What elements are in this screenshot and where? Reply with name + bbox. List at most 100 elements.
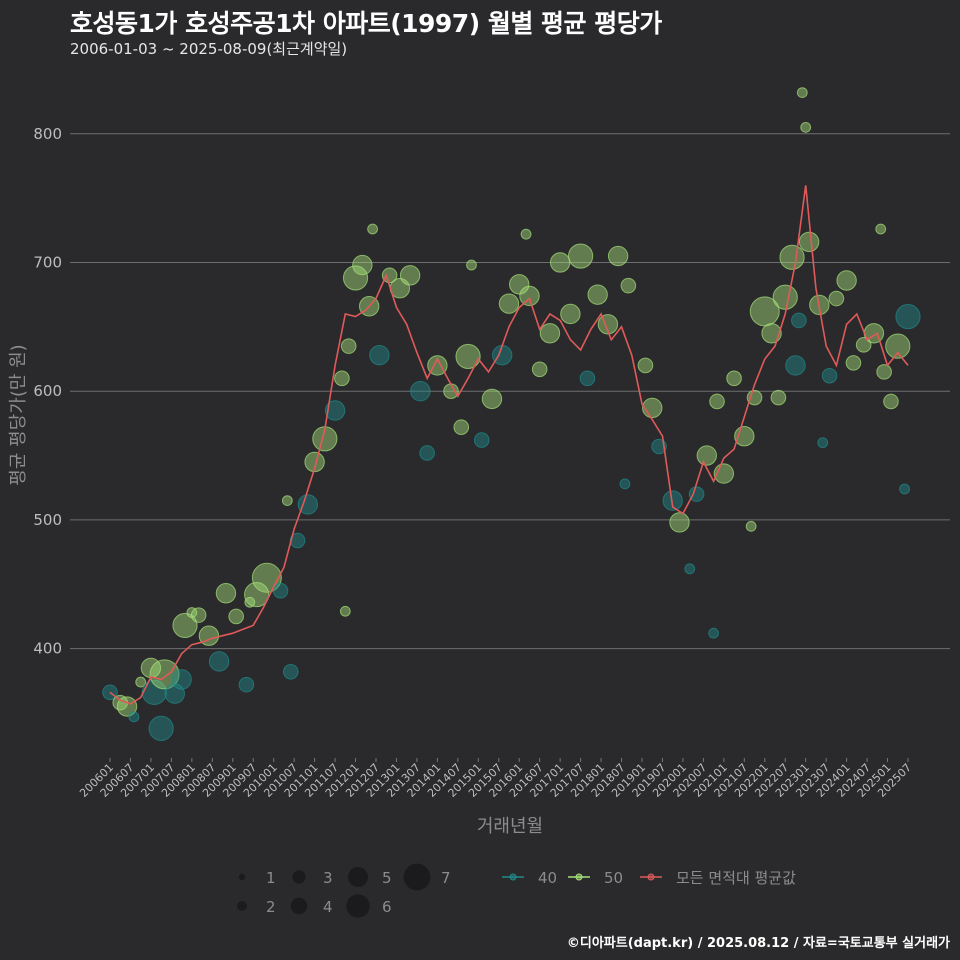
data-bubble — [549, 252, 571, 273]
data-bubble — [244, 581, 270, 608]
data-bubble — [836, 270, 857, 291]
data-bubble — [821, 367, 838, 384]
data-bubble — [875, 223, 887, 235]
data-bubble — [453, 419, 470, 436]
size-legend-symbol — [238, 873, 246, 881]
data-bubble — [798, 231, 820, 253]
data-bubble — [282, 663, 299, 680]
data-bubble — [619, 478, 631, 490]
data-bubble — [172, 612, 198, 639]
data-bubble — [772, 284, 798, 310]
data-bubble — [785, 355, 806, 376]
data-bubble — [607, 245, 629, 267]
size-legend-symbol — [403, 863, 431, 891]
data-bubble — [817, 437, 829, 449]
data-bubble — [473, 432, 490, 448]
data-bubble — [215, 583, 237, 604]
data-bubble — [443, 383, 459, 399]
series-legend-label: 40 — [538, 869, 557, 887]
data-bubble — [148, 715, 174, 741]
data-bubble — [509, 274, 530, 295]
data-bubble — [587, 284, 608, 305]
data-bubble — [761, 323, 782, 344]
data-bubble — [339, 605, 351, 617]
series-legend-marker — [575, 873, 583, 881]
data-bubble — [709, 393, 725, 410]
data-bubble — [419, 445, 435, 461]
y-tick-label: 600 — [33, 382, 62, 400]
data-bubble — [128, 711, 140, 723]
data-bubble — [883, 393, 899, 410]
data-bubble — [238, 676, 255, 693]
data-bubble — [696, 445, 717, 466]
data-bubble — [708, 627, 720, 639]
data-bubble — [410, 380, 431, 402]
data-bubble — [481, 388, 503, 410]
size-legend-label: 5 — [382, 869, 392, 887]
data-bubble — [620, 277, 637, 294]
series-legend-marker — [647, 873, 655, 881]
data-bubble — [141, 679, 167, 705]
data-bubble — [519, 285, 540, 307]
data-bubble — [726, 370, 742, 387]
data-bubble — [770, 389, 787, 406]
data-bubble — [895, 303, 921, 330]
size-legend-label: 3 — [323, 869, 333, 887]
data-bubble — [579, 370, 596, 387]
data-bubble — [381, 267, 398, 284]
size-legend-label: 2 — [266, 898, 276, 916]
data-bubble — [745, 520, 757, 532]
data-bubble — [171, 669, 192, 690]
data-bubble — [340, 338, 357, 354]
series-legend-label: 모든 면적대 평균값 — [676, 869, 796, 887]
data-bubble — [828, 290, 845, 307]
size-legend-label: 7 — [441, 869, 451, 887]
average-line — [109, 185, 909, 705]
data-bubble — [800, 121, 812, 133]
data-bubble — [688, 486, 705, 502]
data-bubble — [684, 563, 696, 575]
data-bubble — [304, 451, 325, 473]
size-legend-label: 4 — [323, 898, 333, 916]
data-bubble — [324, 400, 346, 421]
data-bubble — [297, 494, 318, 515]
data-bubble — [876, 364, 892, 380]
data-bubble — [855, 337, 872, 353]
data-bubble — [352, 254, 373, 276]
size-legend-label: 1 — [266, 869, 276, 887]
data-bubble — [342, 265, 369, 291]
data-bubble — [244, 596, 256, 608]
data-bubble — [272, 582, 289, 599]
y-tick-label: 500 — [33, 511, 62, 529]
data-bubble — [539, 323, 561, 344]
size-legend-symbol — [292, 870, 306, 884]
data-bubble — [560, 303, 581, 325]
y-tick-label: 800 — [33, 125, 62, 143]
y-tick-label: 400 — [33, 640, 62, 658]
data-bubble — [190, 607, 207, 623]
chart-title: 호성동1가 호성주공1차 아파트(1997) 월별 평균 평당가 — [70, 9, 662, 38]
data-bubble — [498, 293, 520, 314]
data-bubble — [135, 676, 147, 688]
data-bubble — [427, 355, 448, 376]
data-bubble — [791, 312, 807, 329]
x-axis-label: 거래년월 — [477, 816, 543, 837]
data-bubble — [289, 532, 306, 549]
source-credit: ©디아파트(dapt.kr) / 2025.08.12 / 자료=국토교통부 실… — [566, 936, 950, 951]
data-bubble — [885, 333, 911, 359]
chart-subtitle: 2006-01-03 ~ 2025-08-09(최근계약일) — [70, 40, 348, 58]
size-legend-symbol — [348, 867, 368, 887]
data-bubble — [796, 87, 808, 98]
data-bubble — [531, 361, 548, 378]
data-bubble — [198, 625, 220, 646]
size-legend-symbol — [290, 897, 308, 915]
data-bubble — [845, 355, 862, 371]
size-legend-label: 6 — [382, 898, 392, 916]
y-axis-label: 평균 평당가(만 원) — [8, 344, 29, 485]
data-bubble — [568, 243, 594, 269]
data-bubble — [369, 344, 390, 366]
data-bubble — [520, 228, 532, 240]
data-bubble — [779, 244, 805, 270]
data-bubble — [367, 223, 378, 235]
